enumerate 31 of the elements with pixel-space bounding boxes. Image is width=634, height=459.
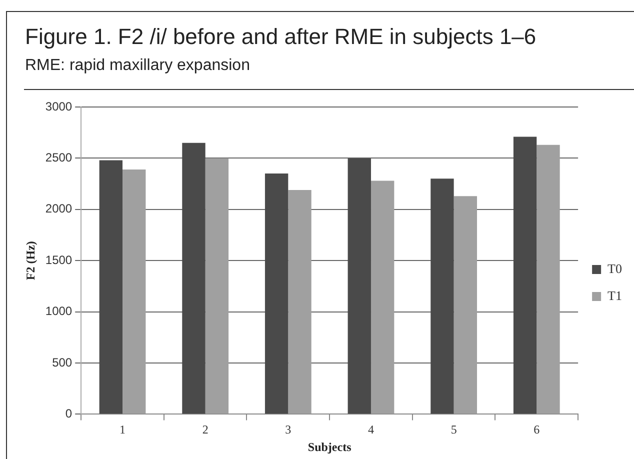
bar xyxy=(513,136,537,414)
legend-label: T1 xyxy=(608,288,622,303)
y-tick-label: 3000 xyxy=(45,99,72,114)
bar xyxy=(205,158,229,414)
x-tick-label: 1 xyxy=(120,422,126,437)
bar xyxy=(370,180,394,414)
bar xyxy=(264,174,288,414)
x-tick-label: 2 xyxy=(202,422,208,437)
chart-subtitle: RME: rapid maxillary expansion xyxy=(25,57,250,75)
y-tick-label: 2500 xyxy=(45,150,72,165)
y-tick-label: 500 xyxy=(52,355,72,370)
y-axis-title: F2 (Hz) xyxy=(23,241,38,280)
bar xyxy=(99,160,123,414)
y-tick-label: 2000 xyxy=(45,202,72,216)
bar xyxy=(122,169,146,414)
x-tick-label: 6 xyxy=(534,422,540,437)
bar xyxy=(182,142,206,414)
bar xyxy=(536,144,560,414)
y-tick-label: 0 xyxy=(65,406,72,421)
x-tick-label: 3 xyxy=(285,422,292,437)
y-tick-label: 1000 xyxy=(45,304,72,318)
y-tick-label: 1500 xyxy=(45,252,72,267)
legend-label: T0 xyxy=(608,260,622,276)
bar xyxy=(454,196,478,414)
chart-title: Figure 1. F2 /i/ before and after RME in subjects 1–6 xyxy=(25,24,536,50)
bar xyxy=(430,178,454,414)
x-axis-title: Subjects xyxy=(308,440,352,454)
x-tick-label: 5 xyxy=(450,422,457,437)
bar xyxy=(288,190,312,414)
x-tick-label: 4 xyxy=(368,422,374,437)
bar xyxy=(348,158,371,414)
